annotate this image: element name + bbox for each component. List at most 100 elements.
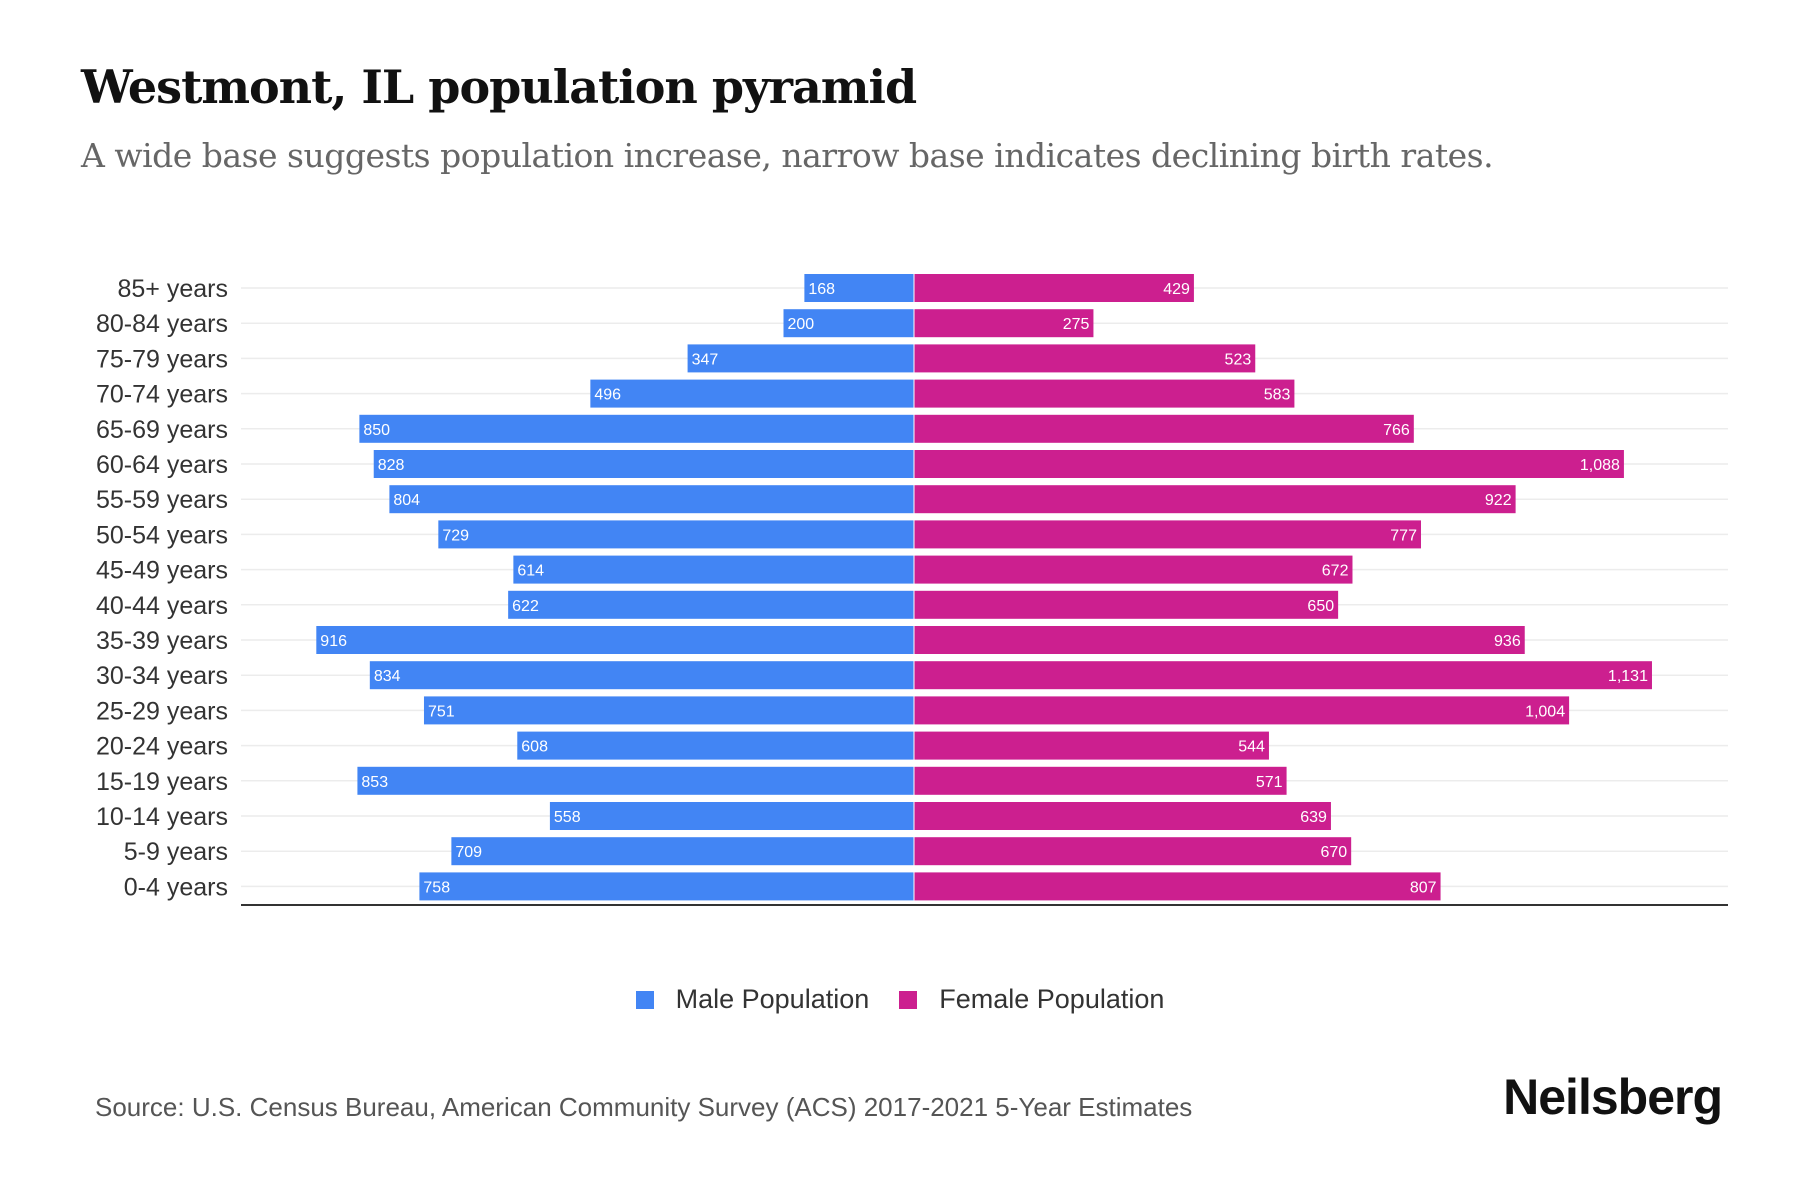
data-label-male: 758 bbox=[423, 879, 450, 896]
data-label-female: 523 bbox=[1225, 351, 1252, 368]
data-label-male: 709 bbox=[455, 844, 482, 861]
y-tick-label: 5-9 years bbox=[124, 838, 228, 866]
data-label-male: 729 bbox=[442, 527, 469, 544]
data-label-female: 1,004 bbox=[1525, 703, 1565, 720]
data-label-female: 936 bbox=[1494, 633, 1521, 650]
data-label-male: 347 bbox=[692, 351, 719, 368]
bar-female bbox=[914, 626, 1525, 654]
legend-item-female: Female Population bbox=[899, 984, 1164, 1015]
data-label-male: 834 bbox=[374, 668, 401, 685]
legend-label-female: Female Population bbox=[939, 984, 1165, 1014]
y-tick-label: 25-29 years bbox=[96, 697, 228, 725]
bar-male bbox=[451, 837, 914, 866]
legend-swatch-male bbox=[635, 990, 654, 1009]
bar-female bbox=[914, 450, 1624, 478]
data-label-male: 916 bbox=[320, 633, 347, 650]
data-label-female: 639 bbox=[1300, 809, 1327, 826]
y-tick-label: 10-14 years bbox=[96, 803, 228, 831]
bar-female bbox=[914, 802, 1331, 830]
data-label-male: 828 bbox=[378, 457, 405, 474]
bar-male bbox=[590, 379, 914, 408]
data-label-male: 751 bbox=[428, 703, 455, 720]
y-tick-label: 85+ years bbox=[118, 275, 229, 303]
bar-male bbox=[513, 555, 914, 584]
data-label-male: 622 bbox=[512, 598, 539, 615]
data-label-male: 614 bbox=[517, 563, 544, 580]
data-label-female: 670 bbox=[1320, 844, 1347, 861]
chart-title: Westmont, IL population pyramid bbox=[81, 60, 917, 114]
bar-male bbox=[508, 590, 914, 619]
y-tick-label: 15-19 years bbox=[96, 768, 228, 796]
bar-female bbox=[914, 696, 1570, 725]
bar-female bbox=[914, 555, 1353, 584]
y-tick-label: 60-64 years bbox=[96, 451, 228, 479]
data-label-female: 672 bbox=[1322, 563, 1349, 580]
bar-female bbox=[914, 731, 1269, 760]
y-tick-label: 80-84 years bbox=[96, 310, 228, 338]
data-label-male: 853 bbox=[361, 774, 388, 791]
data-label-female: 650 bbox=[1307, 598, 1334, 615]
data-label-female: 1,131 bbox=[1608, 668, 1648, 685]
legend-swatch-female bbox=[899, 990, 918, 1009]
bar-male bbox=[804, 274, 914, 302]
data-label-female: 777 bbox=[1390, 527, 1417, 544]
bar-male bbox=[359, 414, 914, 443]
y-tick-label: 55-59 years bbox=[96, 486, 228, 514]
bar-male bbox=[316, 626, 914, 654]
bar-male bbox=[783, 309, 914, 338]
y-tick-label: 45-49 years bbox=[96, 557, 228, 585]
y-tick-label: 20-24 years bbox=[96, 733, 228, 761]
bar-female bbox=[914, 661, 1652, 690]
data-label-female: 275 bbox=[1063, 316, 1090, 333]
bar-female bbox=[914, 485, 1516, 514]
legend-label-male: Male Population bbox=[675, 984, 870, 1014]
bar-male bbox=[357, 766, 915, 795]
bar-male bbox=[373, 450, 915, 478]
y-tick-label: 0-4 years bbox=[124, 873, 228, 901]
data-label-female: 583 bbox=[1264, 387, 1291, 404]
data-label-male: 200 bbox=[788, 316, 815, 333]
bar-female bbox=[914, 379, 1295, 408]
y-tick-label: 40-44 years bbox=[96, 592, 228, 620]
bar-male bbox=[687, 344, 914, 373]
population-pyramid-chart: 85+ years 168 429 80-84 years 200 275 75-79 ye… bbox=[96, 274, 1728, 906]
bar-female bbox=[914, 309, 1094, 338]
bar-male bbox=[419, 872, 914, 901]
bar-male bbox=[389, 485, 914, 514]
y-tick-label: 35-39 years bbox=[96, 627, 228, 655]
y-tick-label: 30-34 years bbox=[96, 662, 228, 690]
chart-subtitle: A wide base suggests population increase… bbox=[81, 136, 1494, 175]
bar-female bbox=[914, 520, 1421, 549]
source-note: Source: U.S. Census Bureau, American Com… bbox=[95, 1092, 1193, 1122]
data-label-female: 1,088 bbox=[1580, 457, 1620, 474]
legend: Male Population Female Population bbox=[0, 984, 1800, 1015]
data-label-male: 804 bbox=[393, 492, 420, 509]
bar-male bbox=[423, 696, 914, 725]
y-tick-label: 65-69 years bbox=[96, 416, 228, 444]
bar-male bbox=[369, 661, 914, 690]
data-label-male: 558 bbox=[554, 809, 581, 826]
bar-female bbox=[914, 344, 1256, 373]
y-tick-label: 70-74 years bbox=[96, 381, 228, 409]
data-label-female: 571 bbox=[1256, 774, 1283, 791]
neilsberg-logo: Neilsberg bbox=[1503, 1069, 1723, 1125]
legend-item-male: Male Population bbox=[635, 984, 870, 1015]
data-label-female: 429 bbox=[1163, 281, 1190, 298]
bar-female bbox=[914, 414, 1414, 443]
bar-male bbox=[438, 520, 914, 549]
bar-female bbox=[914, 837, 1352, 866]
data-label-male: 850 bbox=[363, 422, 390, 439]
data-label-female: 922 bbox=[1485, 492, 1512, 509]
bar-female bbox=[914, 590, 1339, 619]
bar-female bbox=[914, 766, 1287, 795]
data-label-female: 766 bbox=[1383, 422, 1410, 439]
bar-male bbox=[549, 802, 914, 830]
data-label-male: 496 bbox=[594, 387, 621, 404]
bar-female bbox=[914, 274, 1194, 302]
data-label-female: 544 bbox=[1238, 739, 1265, 756]
data-label-female: 807 bbox=[1410, 879, 1437, 896]
bar-male bbox=[517, 731, 914, 760]
y-tick-label: 50-54 years bbox=[96, 521, 228, 549]
bar-female bbox=[914, 872, 1441, 901]
data-label-male: 168 bbox=[808, 281, 835, 298]
